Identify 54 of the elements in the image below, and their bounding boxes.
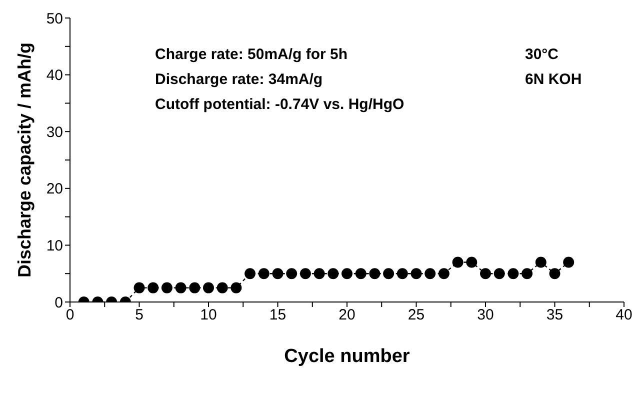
x-tick-label: 40: [616, 306, 632, 324]
point: [494, 268, 505, 280]
y-tick-label: 20: [46, 180, 63, 198]
point: [161, 282, 172, 294]
point: [342, 268, 352, 280]
point: [410, 268, 422, 280]
x-tick-label: 30: [477, 306, 494, 324]
y-axis-title: Discharge capacity / mAh/g: [14, 42, 34, 278]
point: [383, 268, 394, 280]
y-tick-label: 30: [46, 124, 63, 141]
point: [258, 268, 270, 280]
x-tick-label: 0: [66, 306, 74, 324]
annotation: Discharge rate: 34mA/g: [155, 70, 324, 90]
point: [134, 282, 145, 294]
point: [508, 268, 519, 280]
point: [189, 282, 200, 294]
y-tick-label: 50: [46, 10, 63, 28]
x-tick-label: 35: [546, 306, 564, 324]
y-tick-label: 10: [46, 238, 63, 255]
point: [286, 268, 298, 280]
x-tick-label: 15: [269, 306, 286, 324]
point: [272, 268, 284, 280]
point: [424, 268, 436, 280]
point: [314, 268, 325, 280]
y-tick-label: 40: [46, 67, 63, 84]
x-tick-label: 5: [135, 306, 144, 324]
x-axis-title: Cycle number: [284, 346, 410, 367]
point: [549, 268, 560, 280]
point: [244, 268, 256, 280]
point: [466, 256, 478, 268]
y-tick-label: 0: [54, 294, 63, 312]
point: [480, 268, 491, 280]
annotation: 6N KOH: [525, 70, 582, 90]
annotation: 30°C: [525, 45, 560, 65]
point: [216, 282, 228, 294]
point: [452, 256, 464, 268]
point: [230, 282, 242, 294]
point: [203, 282, 214, 294]
point: [148, 282, 159, 294]
point: [522, 268, 533, 280]
annotation: Charge rate: 50mA/g for 5h: [155, 45, 349, 65]
point: [563, 256, 574, 268]
point: [328, 268, 339, 280]
point: [300, 268, 311, 280]
point: [396, 268, 408, 280]
point: [355, 268, 366, 280]
point: [369, 268, 380, 280]
x-tick-label: 10: [200, 306, 217, 324]
point: [438, 268, 450, 280]
point: [535, 256, 546, 268]
annotation: Cutoff potential: -0.74V vs. Hg/HgO: [155, 95, 404, 115]
point: [175, 282, 186, 294]
x-tick-label: 20: [338, 306, 356, 324]
x-tick-label: 25: [408, 306, 425, 324]
